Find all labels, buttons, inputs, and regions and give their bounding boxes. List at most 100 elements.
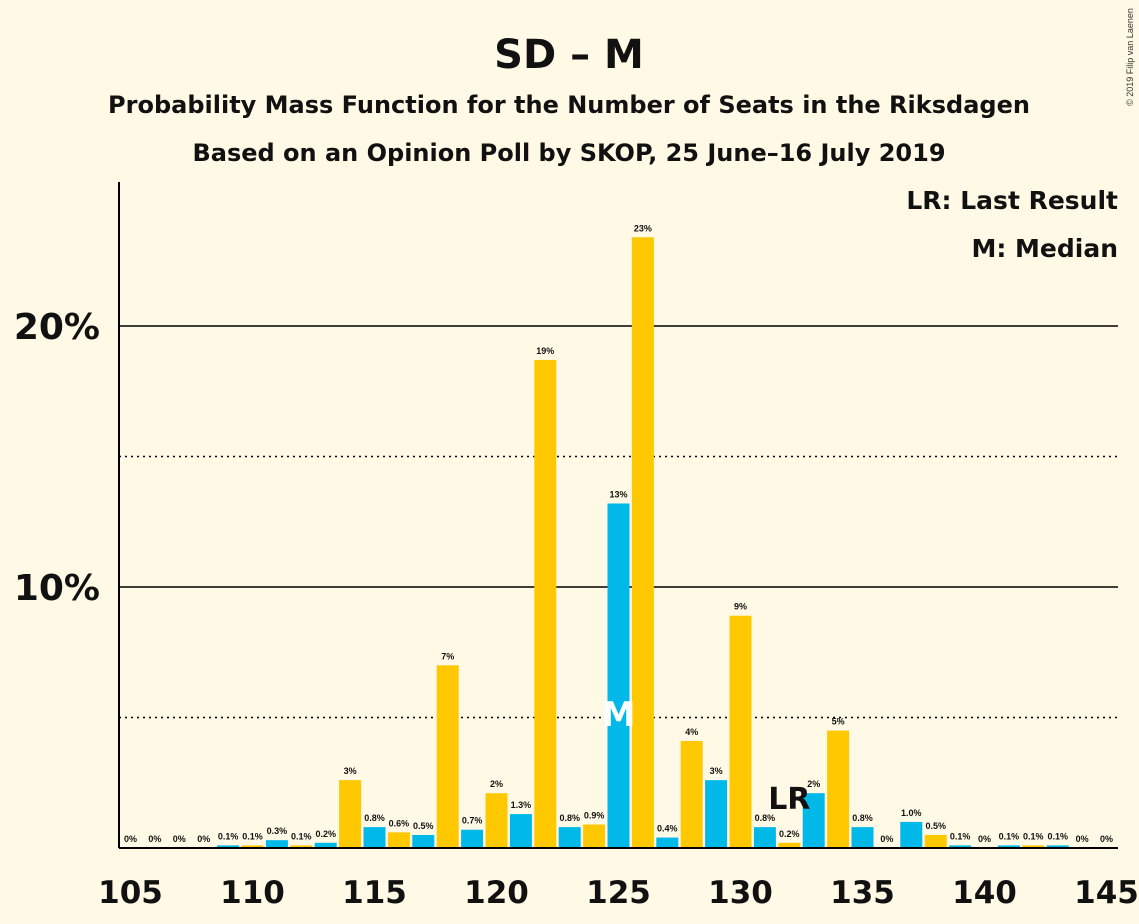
bar-label: 0% bbox=[1076, 834, 1089, 844]
bar-label: 19% bbox=[536, 346, 554, 356]
bar-label: 2% bbox=[490, 779, 503, 789]
bar-seat-118 bbox=[436, 665, 459, 848]
bar-label: 0.5% bbox=[925, 821, 946, 831]
bar-seat-109 bbox=[217, 845, 240, 848]
x-tick-label: 140 bbox=[952, 875, 1017, 911]
bar-seat-110 bbox=[241, 845, 264, 848]
bar-seat-117 bbox=[412, 834, 435, 848]
x-tick-label: 130 bbox=[708, 875, 773, 911]
bar-seat-128 bbox=[680, 740, 703, 848]
bar-label: 3% bbox=[344, 766, 357, 776]
last-result-marker: LR bbox=[768, 782, 810, 817]
chart-subtitle-1: Probability Mass Function for the Number… bbox=[108, 91, 1030, 119]
bar-label: 0.8% bbox=[364, 813, 385, 823]
bar-seat-122 bbox=[534, 359, 557, 848]
bar-label: 23% bbox=[634, 223, 652, 233]
bar-label: 0.7% bbox=[462, 816, 483, 826]
chart-title: SD – M bbox=[494, 32, 644, 78]
x-tick-label: 115 bbox=[342, 875, 407, 911]
bar-seat-127 bbox=[656, 837, 679, 848]
bar-seat-142 bbox=[1022, 845, 1045, 848]
bar-label: 0.4% bbox=[657, 824, 678, 834]
bar-label: 0% bbox=[1100, 834, 1113, 844]
bar-seat-141 bbox=[997, 845, 1020, 848]
bar-label: 0.8% bbox=[559, 813, 580, 823]
y-axis-ticks: 10% 20% bbox=[14, 307, 100, 609]
x-tick-label: 110 bbox=[220, 875, 285, 911]
bar-label: 1.3% bbox=[511, 800, 532, 810]
bar-label: 0.8% bbox=[852, 813, 873, 823]
median-marker: M bbox=[602, 695, 636, 735]
bar-seat-116 bbox=[387, 832, 410, 848]
bar-label: 4% bbox=[685, 727, 698, 737]
bar-value-labels: 0% 0% 0% 0% 0.1% 0.1%0.3%0.1% 0.2%3%0.8%0.6% 0.… bbox=[124, 223, 1113, 844]
bar-seat-115 bbox=[363, 827, 386, 848]
x-tick-label: 145 bbox=[1074, 875, 1139, 911]
x-tick-label: 125 bbox=[586, 875, 651, 911]
bar-seat-124 bbox=[583, 824, 606, 848]
markers: M LR bbox=[602, 695, 811, 817]
bar-seat-135 bbox=[851, 827, 874, 848]
bar-label: 2% bbox=[807, 779, 820, 789]
bar-seat-121 bbox=[509, 814, 532, 848]
bar-seat-143 bbox=[1046, 845, 1069, 848]
bar-label: 9% bbox=[734, 602, 747, 612]
bar-seat-138 bbox=[924, 834, 947, 848]
bar-label: 0.1% bbox=[291, 831, 312, 841]
bar-seat-132 bbox=[778, 842, 801, 848]
bar-seat-126 bbox=[631, 237, 654, 848]
y-tick-label: 10% bbox=[14, 568, 100, 609]
bar-label: 0.1% bbox=[218, 831, 239, 841]
bar-label: 0.1% bbox=[1047, 831, 1068, 841]
bar-seat-130 bbox=[729, 615, 752, 848]
y-tick-label: 20% bbox=[14, 307, 100, 348]
bar-label: 0% bbox=[197, 834, 210, 844]
bar-seat-129 bbox=[705, 780, 728, 848]
bar-seat-114 bbox=[339, 780, 362, 848]
bar-label: 0.2% bbox=[315, 829, 336, 839]
bar-seat-119 bbox=[461, 829, 484, 848]
bar-seat-133 bbox=[802, 793, 825, 848]
bar-seat-137 bbox=[900, 821, 923, 848]
bar-seat-134 bbox=[827, 730, 850, 848]
bar-seat-123 bbox=[558, 827, 581, 848]
bar-label: 1.0% bbox=[901, 808, 922, 818]
bar-label: 0.5% bbox=[413, 821, 434, 831]
bar-label: 0% bbox=[124, 834, 137, 844]
bar-seat-120 bbox=[485, 793, 508, 848]
bar-label: 5% bbox=[832, 717, 845, 727]
x-tick-label: 120 bbox=[464, 875, 529, 911]
bar-seat-112 bbox=[290, 845, 313, 848]
bar-label: 0.2% bbox=[779, 829, 800, 839]
bar-label: 0.8% bbox=[755, 813, 776, 823]
bar-label: 0% bbox=[880, 834, 893, 844]
legend-median: M: Median bbox=[971, 234, 1118, 263]
x-tick-label: 105 bbox=[98, 875, 163, 911]
bar-seat-111 bbox=[265, 840, 288, 848]
bar-seat-139 bbox=[949, 845, 972, 848]
x-axis-ticks: 105 110 115 120 125 130 135 140 145 bbox=[98, 875, 1139, 911]
bar-label: 0% bbox=[148, 834, 161, 844]
bar-label: 0% bbox=[173, 834, 186, 844]
bar-label: 0.1% bbox=[242, 831, 263, 841]
bar-label: 3% bbox=[710, 766, 723, 776]
bar-label: 7% bbox=[441, 651, 454, 661]
bar-seat-131 bbox=[753, 827, 776, 848]
bar-label: 13% bbox=[609, 489, 627, 499]
bar-label: 0.9% bbox=[584, 811, 605, 821]
axes bbox=[118, 182, 1118, 849]
bar-seat-113 bbox=[314, 842, 337, 848]
chart-subtitle-2: Based on an Opinion Poll by SKOP, 25 Jun… bbox=[192, 139, 945, 167]
bar-label: 0% bbox=[978, 834, 991, 844]
bar-series bbox=[217, 237, 1069, 848]
x-tick-label: 135 bbox=[830, 875, 895, 911]
bar-label: 0.3% bbox=[267, 826, 288, 836]
bar-label: 0.1% bbox=[999, 831, 1020, 841]
bar-seat-125 bbox=[607, 503, 630, 848]
bar-label: 0.1% bbox=[1023, 831, 1044, 841]
bar-label: 0.1% bbox=[950, 831, 971, 841]
legend-last-result: LR: Last Result bbox=[906, 186, 1118, 215]
bar-label: 0.6% bbox=[389, 818, 410, 828]
copyright-text: © 2019 Filip van Laenen bbox=[1125, 8, 1135, 106]
